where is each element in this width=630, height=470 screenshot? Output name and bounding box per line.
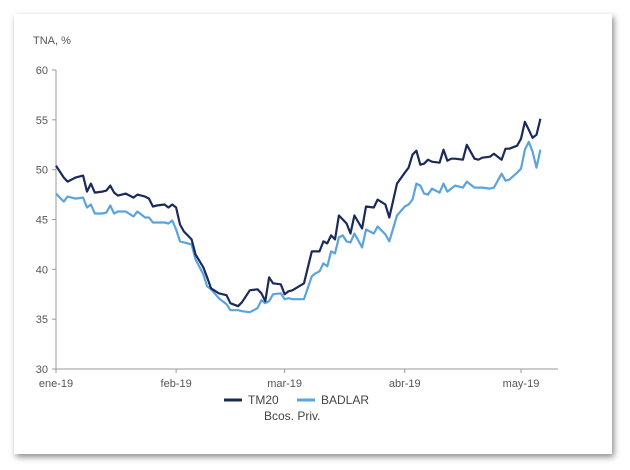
legend: TM20 BADLAR Bcos. Priv.	[224, 393, 369, 423]
y-tick-label: 30	[36, 364, 48, 376]
y-tick-label: 45	[36, 215, 48, 227]
legend-label-tm20: TM20	[248, 393, 279, 407]
y-tick-label: 60	[36, 65, 48, 77]
y-tick-label: 55	[36, 115, 48, 127]
x-tick-label: may-19	[503, 378, 540, 390]
x-tick-label: ene-19	[39, 378, 73, 390]
line-chart: 30 35 40 45 50 55 60 ene-19 feb-19 mar-19 abr-19 m…	[33, 35, 558, 423]
plot-area	[55, 118, 542, 314]
y-tick-label: 35	[36, 314, 48, 326]
legend-subtitle: Bcos. Priv.	[264, 409, 320, 423]
x-tick-label: feb-19	[161, 378, 192, 390]
y-tick-label: 50	[36, 165, 48, 177]
y-axis: 30 35 40 45 50 55 60	[36, 65, 57, 376]
series-line-tm20	[55, 118, 542, 308]
x-axis: ene-19 feb-19 mar-19 abr-19 may-19	[39, 368, 558, 390]
series-line-badlar	[55, 140, 542, 314]
chart-frame: 30 35 40 45 50 55 60 ene-19 feb-19 mar-19 abr-19 m…	[14, 14, 612, 454]
legend-label-badlar: BADLAR	[321, 393, 369, 407]
y-axis-title: TNA, %	[33, 35, 71, 47]
x-tick-label: mar-19	[267, 378, 302, 390]
x-tick-label: abr-19	[389, 378, 421, 390]
y-tick-label: 40	[36, 264, 48, 276]
